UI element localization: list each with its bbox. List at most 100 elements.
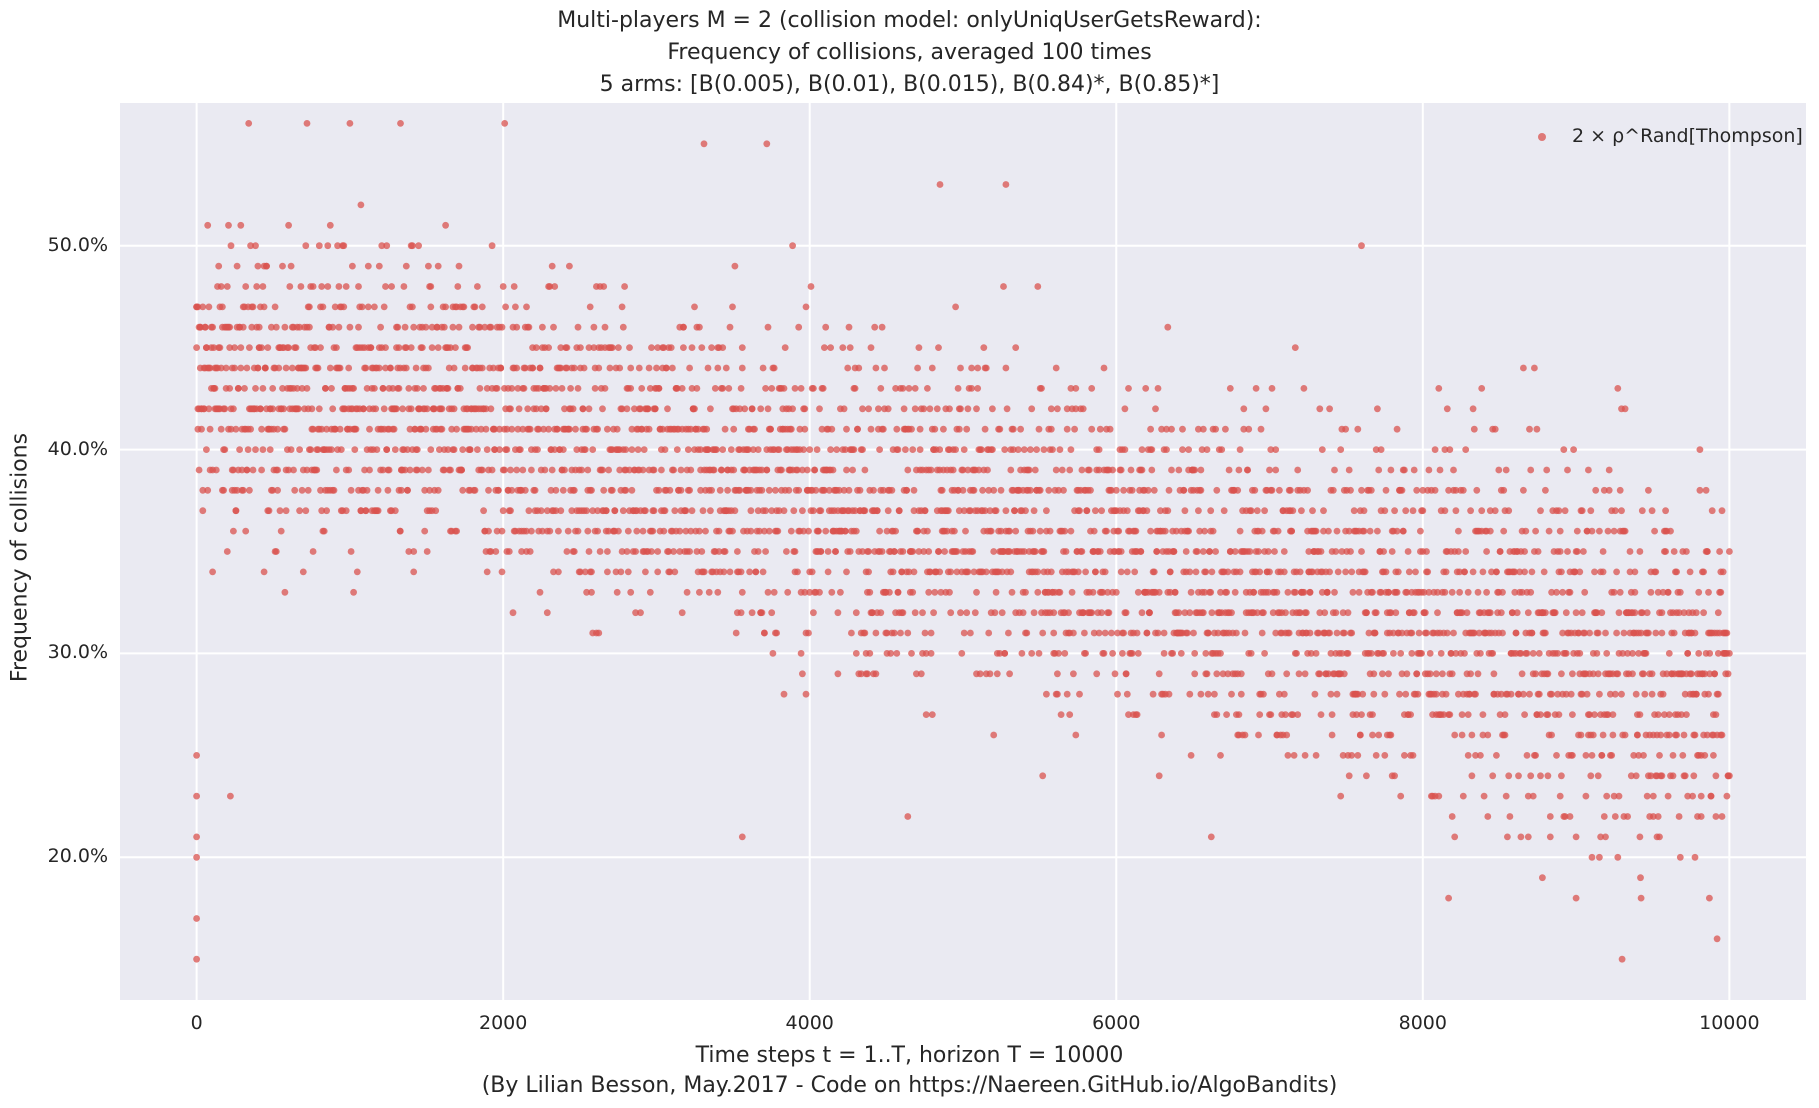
data-point [772,486,779,494]
data-point [1686,568,1694,576]
data-point [698,548,706,555]
data-point [1586,711,1593,718]
data-point [1580,548,1587,555]
data-point [1131,568,1139,576]
data-point [1184,629,1191,637]
data-point [1594,670,1602,678]
data-point [991,609,999,617]
data-point [328,385,335,392]
data-point [561,405,568,413]
data-point [705,588,713,596]
data-point [769,650,777,657]
data-point [1333,690,1341,698]
data-point [503,446,511,453]
legend-marker [1538,133,1546,141]
data-point [406,425,414,433]
data-point [1340,670,1348,678]
data-point [761,527,768,535]
data-point [485,486,492,494]
data-point [1001,446,1009,453]
data-point [1295,670,1303,678]
data-point [497,364,505,372]
data-point [1402,690,1410,698]
data-point [764,588,772,596]
data-point [1636,711,1644,718]
data-point [1582,752,1590,759]
data-point [478,303,486,311]
data-point [797,650,805,657]
data-point [1375,466,1383,474]
data-point [351,446,359,453]
data-point [420,385,427,392]
data-point [357,201,365,209]
data-point [765,527,773,535]
data-point [799,466,806,474]
data-point [252,385,259,392]
data-point [407,405,415,413]
data-point [1294,466,1302,474]
data-point [1517,833,1525,841]
data-point [434,344,442,351]
data-point [851,507,859,515]
data-point [199,507,207,515]
data-point [877,609,885,617]
data-point [856,486,864,494]
chart-title-line-1: Multi-players M = 2 (collision model: on… [557,8,1262,33]
data-point [1283,670,1291,678]
data-point [1630,752,1638,759]
data-point [1691,853,1699,861]
data-point [822,527,830,535]
data-point [805,527,812,535]
data-point [713,446,720,453]
data-point [246,344,253,351]
data-point [616,364,624,372]
data-point [514,385,522,392]
data-point [1714,690,1722,698]
data-point [1273,588,1281,596]
data-point [460,303,468,311]
data-point [1484,813,1492,820]
data-point [1101,568,1109,576]
data-point [968,364,975,372]
data-point [1515,772,1522,780]
data-point [1431,446,1439,453]
data-point [1101,629,1109,637]
data-point [1152,405,1159,413]
data-point [1571,568,1579,576]
data-point [852,609,860,617]
data-point [682,507,690,515]
data-point [1726,548,1733,555]
data-point [615,527,622,535]
data-point [1006,670,1013,678]
data-point [525,507,533,515]
data-point [1170,548,1178,555]
data-point [1675,813,1683,820]
data-point [225,221,232,229]
data-point [993,670,1001,678]
data-point [1309,568,1316,576]
data-point [372,405,380,413]
data-point [528,527,535,535]
data-point [523,303,530,311]
data-point [1555,711,1563,718]
data-point [911,609,919,617]
data-point [670,548,677,555]
data-point [371,385,378,392]
data-point [1070,629,1077,637]
data-point [1681,772,1689,780]
data-point [398,486,405,494]
data-point [1367,650,1375,657]
data-point [1434,588,1441,596]
data-point [480,507,487,515]
data-point [1526,425,1533,433]
data-point [1108,629,1115,637]
data-point [1656,752,1663,759]
data-point [1593,650,1601,657]
data-point [1034,283,1042,290]
data-point [1302,609,1310,617]
data-point [1251,486,1259,494]
data-point [362,364,370,372]
data-point [1626,548,1634,555]
data-point [1247,507,1255,515]
data-point [200,405,208,413]
